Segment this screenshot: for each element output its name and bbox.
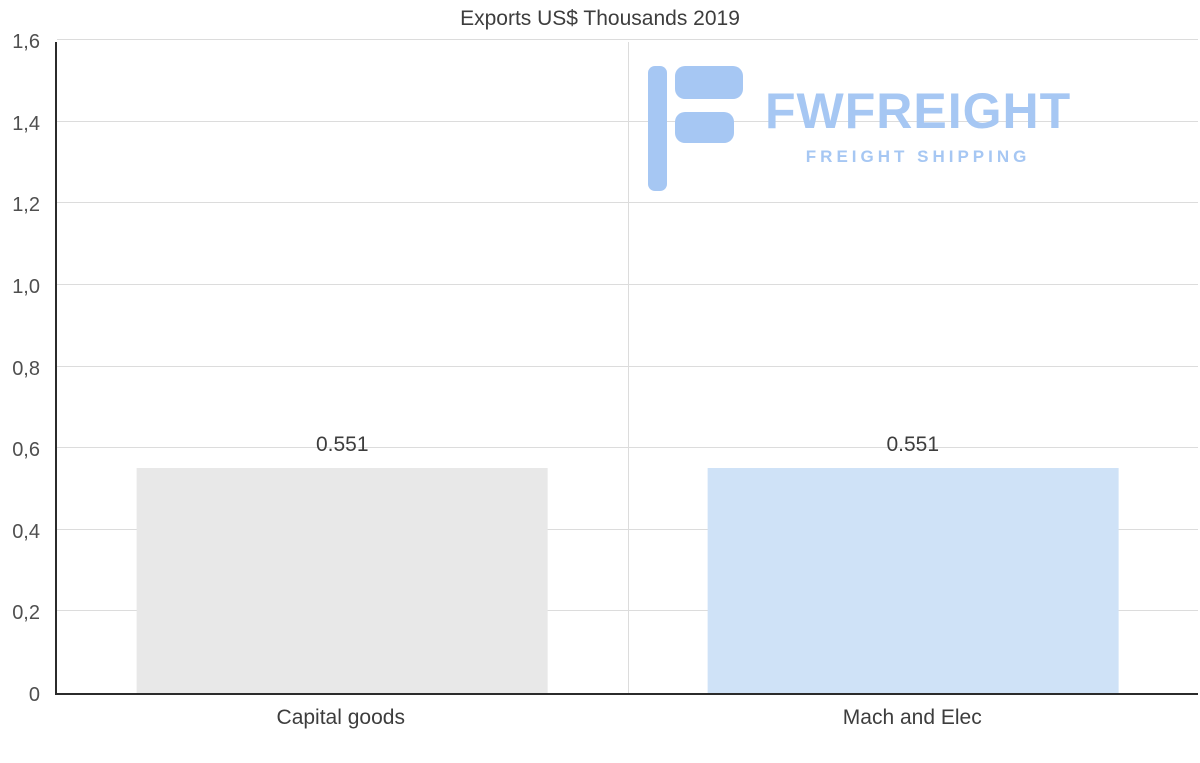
y-tick-label: 1,4 xyxy=(12,112,40,135)
y-tick-label: 0,8 xyxy=(12,357,40,380)
plot-area: 0.551 0.551 xyxy=(55,39,1199,695)
chart-title: Exports US$ Thousands 2019 xyxy=(460,7,740,30)
bar-value-label: 0.551 xyxy=(886,433,940,457)
freight-logo-icon xyxy=(648,66,743,196)
bar-group-capital-goods: 0.551 xyxy=(57,42,628,693)
logo-text: FWFREIGHT FREIGHT SHIPPING xyxy=(765,66,1071,167)
y-tick-label: 1,0 xyxy=(12,275,40,298)
x-axis-labels: Capital goods Mach and Elec xyxy=(55,706,1198,730)
bar-mach-and-elec xyxy=(707,468,1119,693)
bar-value-label: 0.551 xyxy=(315,433,369,457)
y-tick-label: 1,2 xyxy=(12,194,40,217)
x-category-label: Capital goods xyxy=(276,706,405,729)
bar-group-mach-and-elec: 0.551 xyxy=(628,42,1199,693)
tagline-text: FREIGHT SHIPPING xyxy=(805,147,1031,166)
brand-text: FWFREIGHT xyxy=(765,83,1072,139)
y-tick-label: 0,2 xyxy=(12,602,40,625)
x-category-label: Mach and Elec xyxy=(842,706,982,729)
v-gridline xyxy=(627,42,629,693)
y-tick-label: 0 xyxy=(28,684,40,706)
y-tick-label: 0,4 xyxy=(12,520,40,543)
y-tick-label: 0,6 xyxy=(12,439,40,462)
watermark-logo: FWFREIGHT FREIGHT SHIPPING xyxy=(648,66,1071,196)
h-gridline xyxy=(57,39,1198,40)
y-tick-label: 1,6 xyxy=(12,31,40,53)
y-axis-labels: 0 0,2 0,4 0,6 0,8 1,0 1,2 1,4 1,6 xyxy=(0,32,47,705)
bar-capital-goods xyxy=(136,468,548,693)
